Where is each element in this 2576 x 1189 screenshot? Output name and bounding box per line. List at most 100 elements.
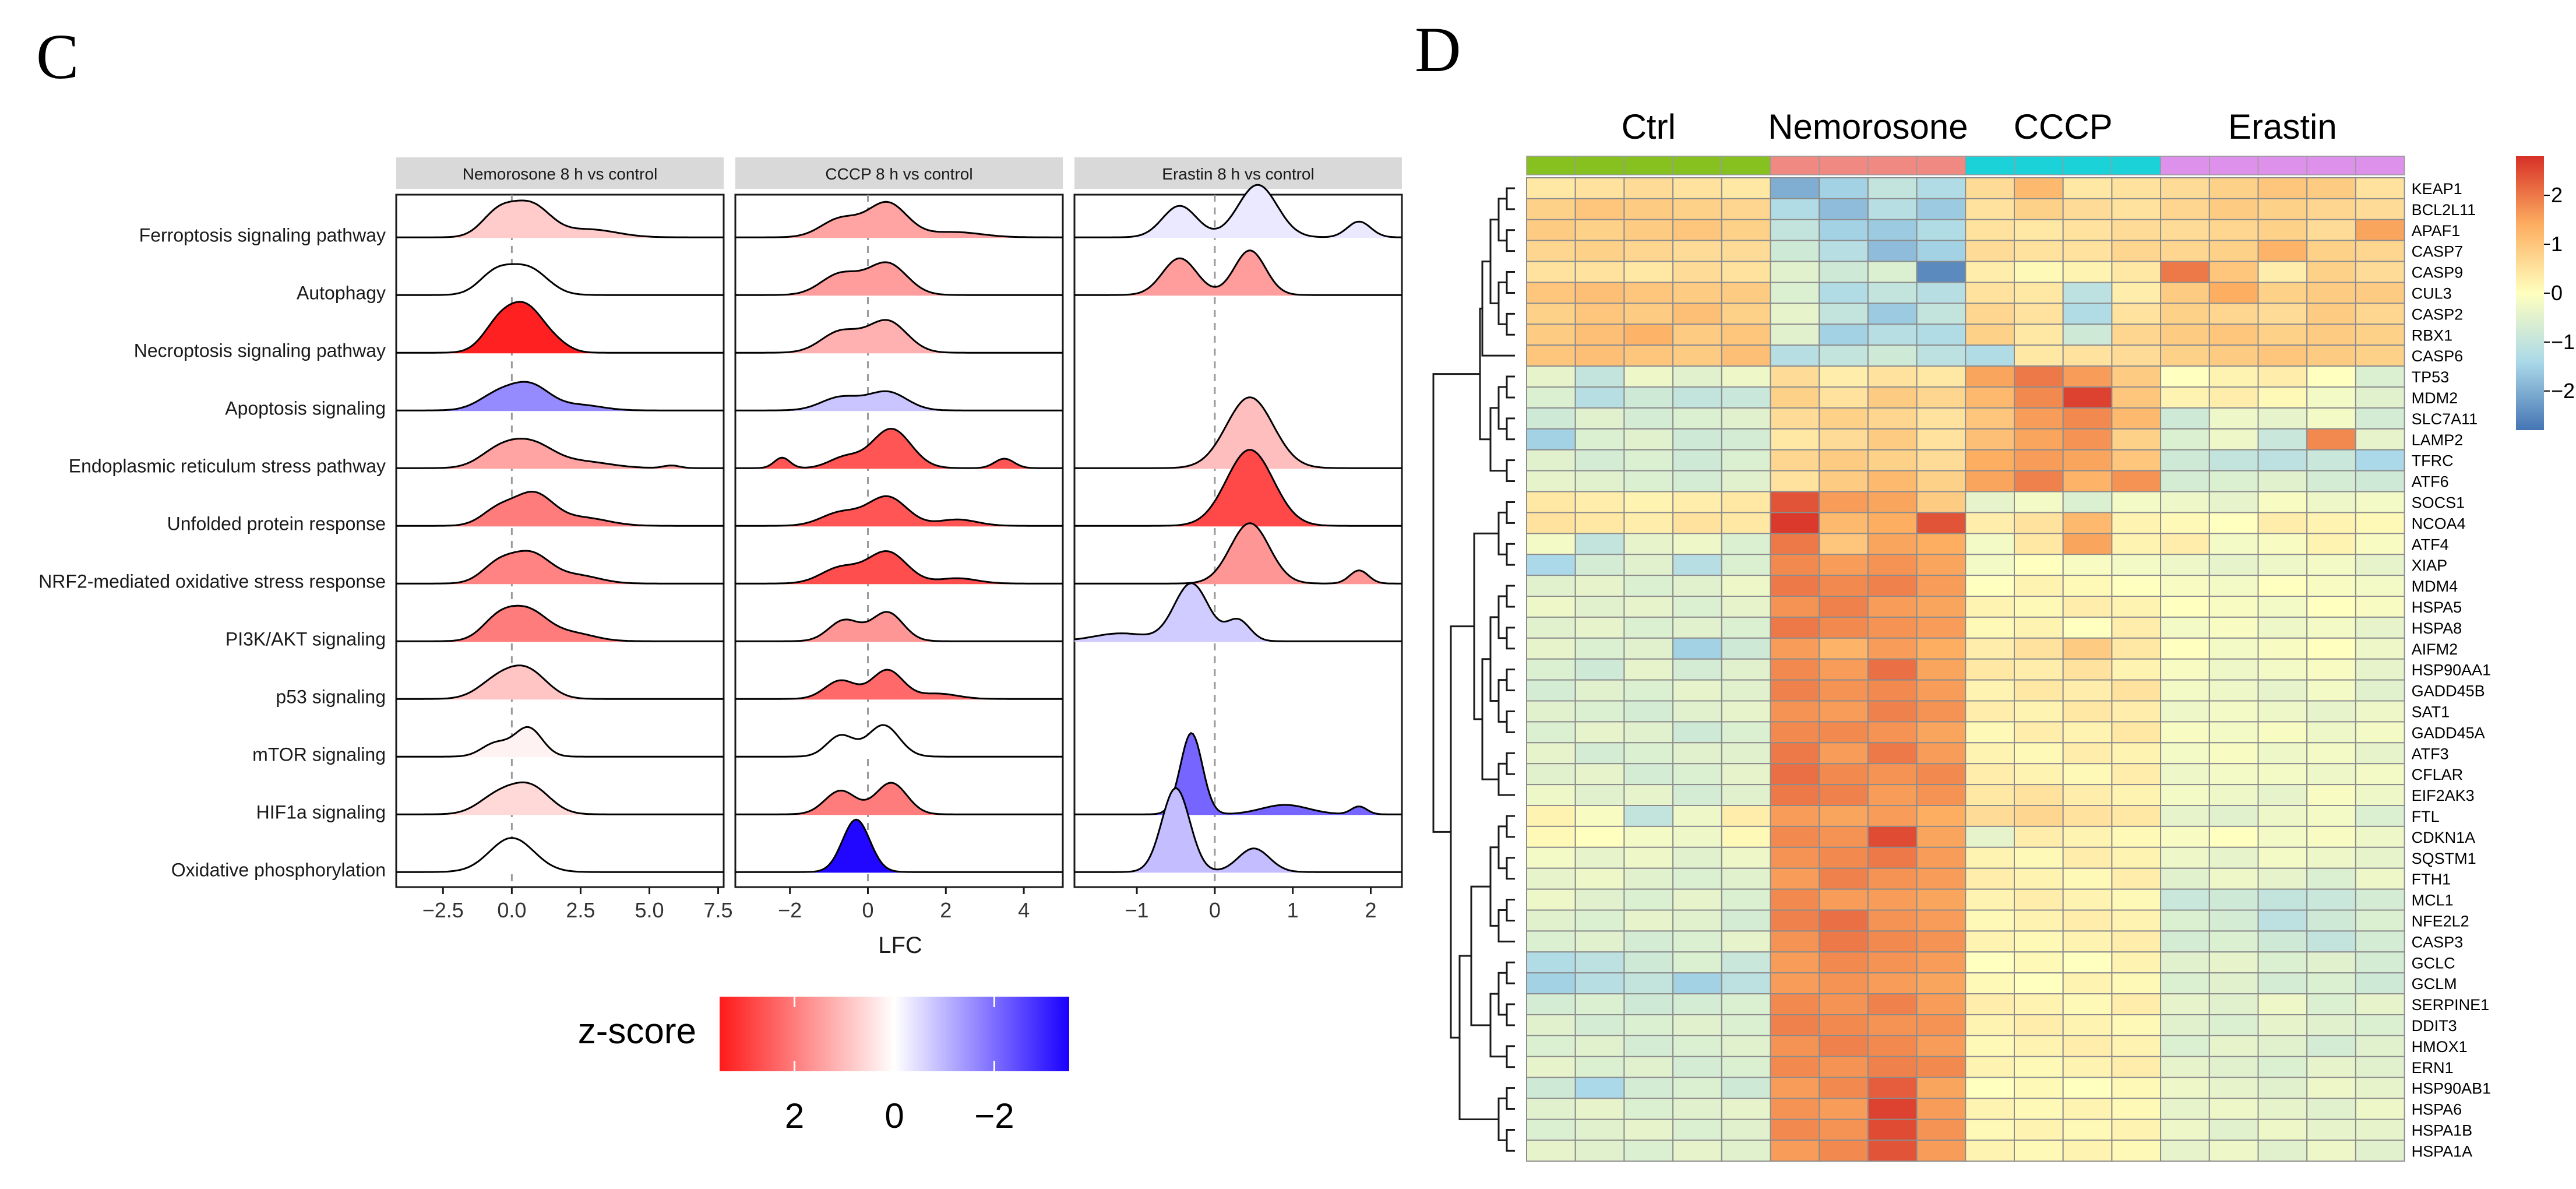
colorbar-tick-label: 0 — [884, 1096, 904, 1135]
heatmap-cell — [2257, 1035, 2308, 1057]
dendrogram-link — [1506, 1045, 1515, 1068]
ridge-outline — [1074, 582, 1402, 642]
dendrogram-link — [1497, 595, 1507, 639]
heatmap-cell — [1526, 616, 1576, 639]
heatmap-cell — [1672, 1139, 1722, 1162]
heatmap-cell — [1819, 1077, 1869, 1099]
heatmap-cell — [2208, 428, 2259, 451]
heatmap-cell — [1526, 470, 1576, 493]
heatmap-cell — [2014, 533, 2064, 555]
x-tick-label: 7.5 — [704, 898, 733, 922]
pathway-label: Autophagy — [297, 282, 386, 303]
heatmap-cell — [1965, 282, 2015, 304]
heatmap-cell — [2257, 1056, 2308, 1078]
heatmap-cell — [2160, 951, 2210, 974]
dendrogram-link — [1506, 229, 1515, 252]
heatmap-cell — [1965, 930, 2015, 953]
heatmap-cell — [2111, 679, 2162, 702]
ridge-fill — [735, 391, 1063, 411]
heatmap-cell — [1965, 449, 2015, 472]
heatmap-cell — [1721, 596, 1771, 618]
heatmap-cell — [1916, 1077, 1967, 1099]
heatmap-cell — [1721, 302, 1771, 325]
heatmap-cell — [1770, 407, 1820, 430]
heatmap-cell — [1672, 763, 1722, 786]
heatmap-cell — [2014, 386, 2064, 409]
dendrogram-link — [1506, 1087, 1515, 1110]
gene-labels: KEAP1 BCL2L11 APAF1 CASP7 CASP9 CUL3 CASP2 RBX1… — [2412, 180, 2492, 1160]
heatmap-cell — [2257, 742, 2308, 765]
heatmap-cell — [2062, 909, 2113, 932]
heatmap-cell — [1770, 930, 1820, 953]
heatmap-cell — [2062, 261, 2113, 283]
heatmap-cell — [2208, 825, 2259, 848]
heatmap-cell — [2062, 512, 2113, 534]
heatmap-cell — [1623, 554, 1674, 576]
heatmap-cell — [2111, 386, 2162, 409]
dendrogram-link — [1497, 511, 1507, 555]
colorbar-tick-label: −2 — [2551, 379, 2575, 403]
heatmap-cell — [1526, 1097, 1576, 1120]
heatmap-cell — [2160, 596, 2210, 618]
heatmap-cell — [2062, 805, 2113, 827]
heatmap-cell — [2111, 1118, 2162, 1141]
heatmap-cell — [1819, 365, 1869, 388]
heatmap-cell — [1721, 1056, 1771, 1078]
heatmap-cell — [1574, 951, 1625, 974]
heatmap-cell — [1819, 407, 1869, 430]
facet-panel — [395, 194, 725, 888]
heatmap-cell — [1867, 825, 1918, 848]
zscore-colorbar-ticks: 2 0 −2 — [785, 997, 1014, 1135]
heatmap-cell — [2306, 261, 2356, 283]
gene-label: APAF1 — [2412, 222, 2461, 240]
pathway-label: Oxidative phosphorylation — [171, 859, 386, 880]
heatmap-cell — [1965, 742, 2015, 765]
heatmap-cell — [2208, 846, 2259, 869]
heatmap-cell — [1623, 240, 1674, 262]
zscore-colorbar-title: z-score — [578, 1011, 696, 1051]
facet: Nemorosone 8 h vs control −2.5 0.0 2.5 5.0 7.… — [395, 157, 733, 922]
heatmap-cell — [1574, 554, 1625, 576]
heatmap-cell — [1770, 198, 1820, 220]
heatmap-cell — [2160, 700, 2210, 723]
heatmap-cell — [2257, 1077, 2308, 1099]
heatmap-cell — [1623, 742, 1674, 765]
heatmap-cell — [1916, 658, 1967, 681]
heatmap-cell — [2014, 177, 2064, 199]
heatmap-cell — [2306, 407, 2356, 430]
heatmap-cell — [1574, 930, 1625, 953]
annotation-cell — [1574, 156, 1625, 175]
heatmap-cell — [2014, 240, 2064, 262]
ridge-outline — [1074, 449, 1402, 527]
heatmap-cell — [2208, 177, 2259, 199]
ridge-outline — [735, 611, 1063, 642]
heatmap-cell — [1623, 470, 1674, 493]
dendrogram-link — [1497, 282, 1507, 325]
heatmap-cell — [2111, 721, 2162, 744]
heatmap-cell — [2014, 282, 2064, 304]
heatmap-cell — [1867, 742, 1918, 765]
heatmap-cell — [2208, 700, 2259, 723]
group-label: CCCP — [2014, 107, 2113, 146]
heatmap-cell — [2355, 909, 2405, 932]
heatmap-cell — [1526, 763, 1576, 786]
heatmap-cell — [1623, 1014, 1674, 1036]
heatmap-cell — [2062, 784, 2113, 806]
heatmap-cell — [2062, 1139, 2113, 1162]
dendrogram-link — [1506, 815, 1515, 838]
heatmap-cell — [1574, 972, 1625, 995]
pathway-label: Ferroptosis signaling pathway — [139, 224, 386, 245]
zscore-colorbar-gradient — [720, 997, 1069, 1071]
heatmap-cell — [2062, 1056, 2113, 1078]
gene-label: NFE2L2 — [2412, 912, 2469, 930]
heatmap-cell — [2306, 1056, 2356, 1078]
heatmap-cell — [2062, 679, 2113, 702]
heatmap-cell — [2306, 512, 2356, 534]
heatmap-cell — [1574, 825, 1625, 848]
dendrogram-link — [1506, 710, 1515, 733]
heatmap-cell — [2160, 428, 2210, 451]
gene-label: CDKN1A — [2412, 829, 2476, 846]
heatmap-cell — [1574, 1077, 1625, 1099]
dendrogram-link — [1473, 532, 1499, 720]
heatmap-cell — [1819, 930, 1869, 953]
